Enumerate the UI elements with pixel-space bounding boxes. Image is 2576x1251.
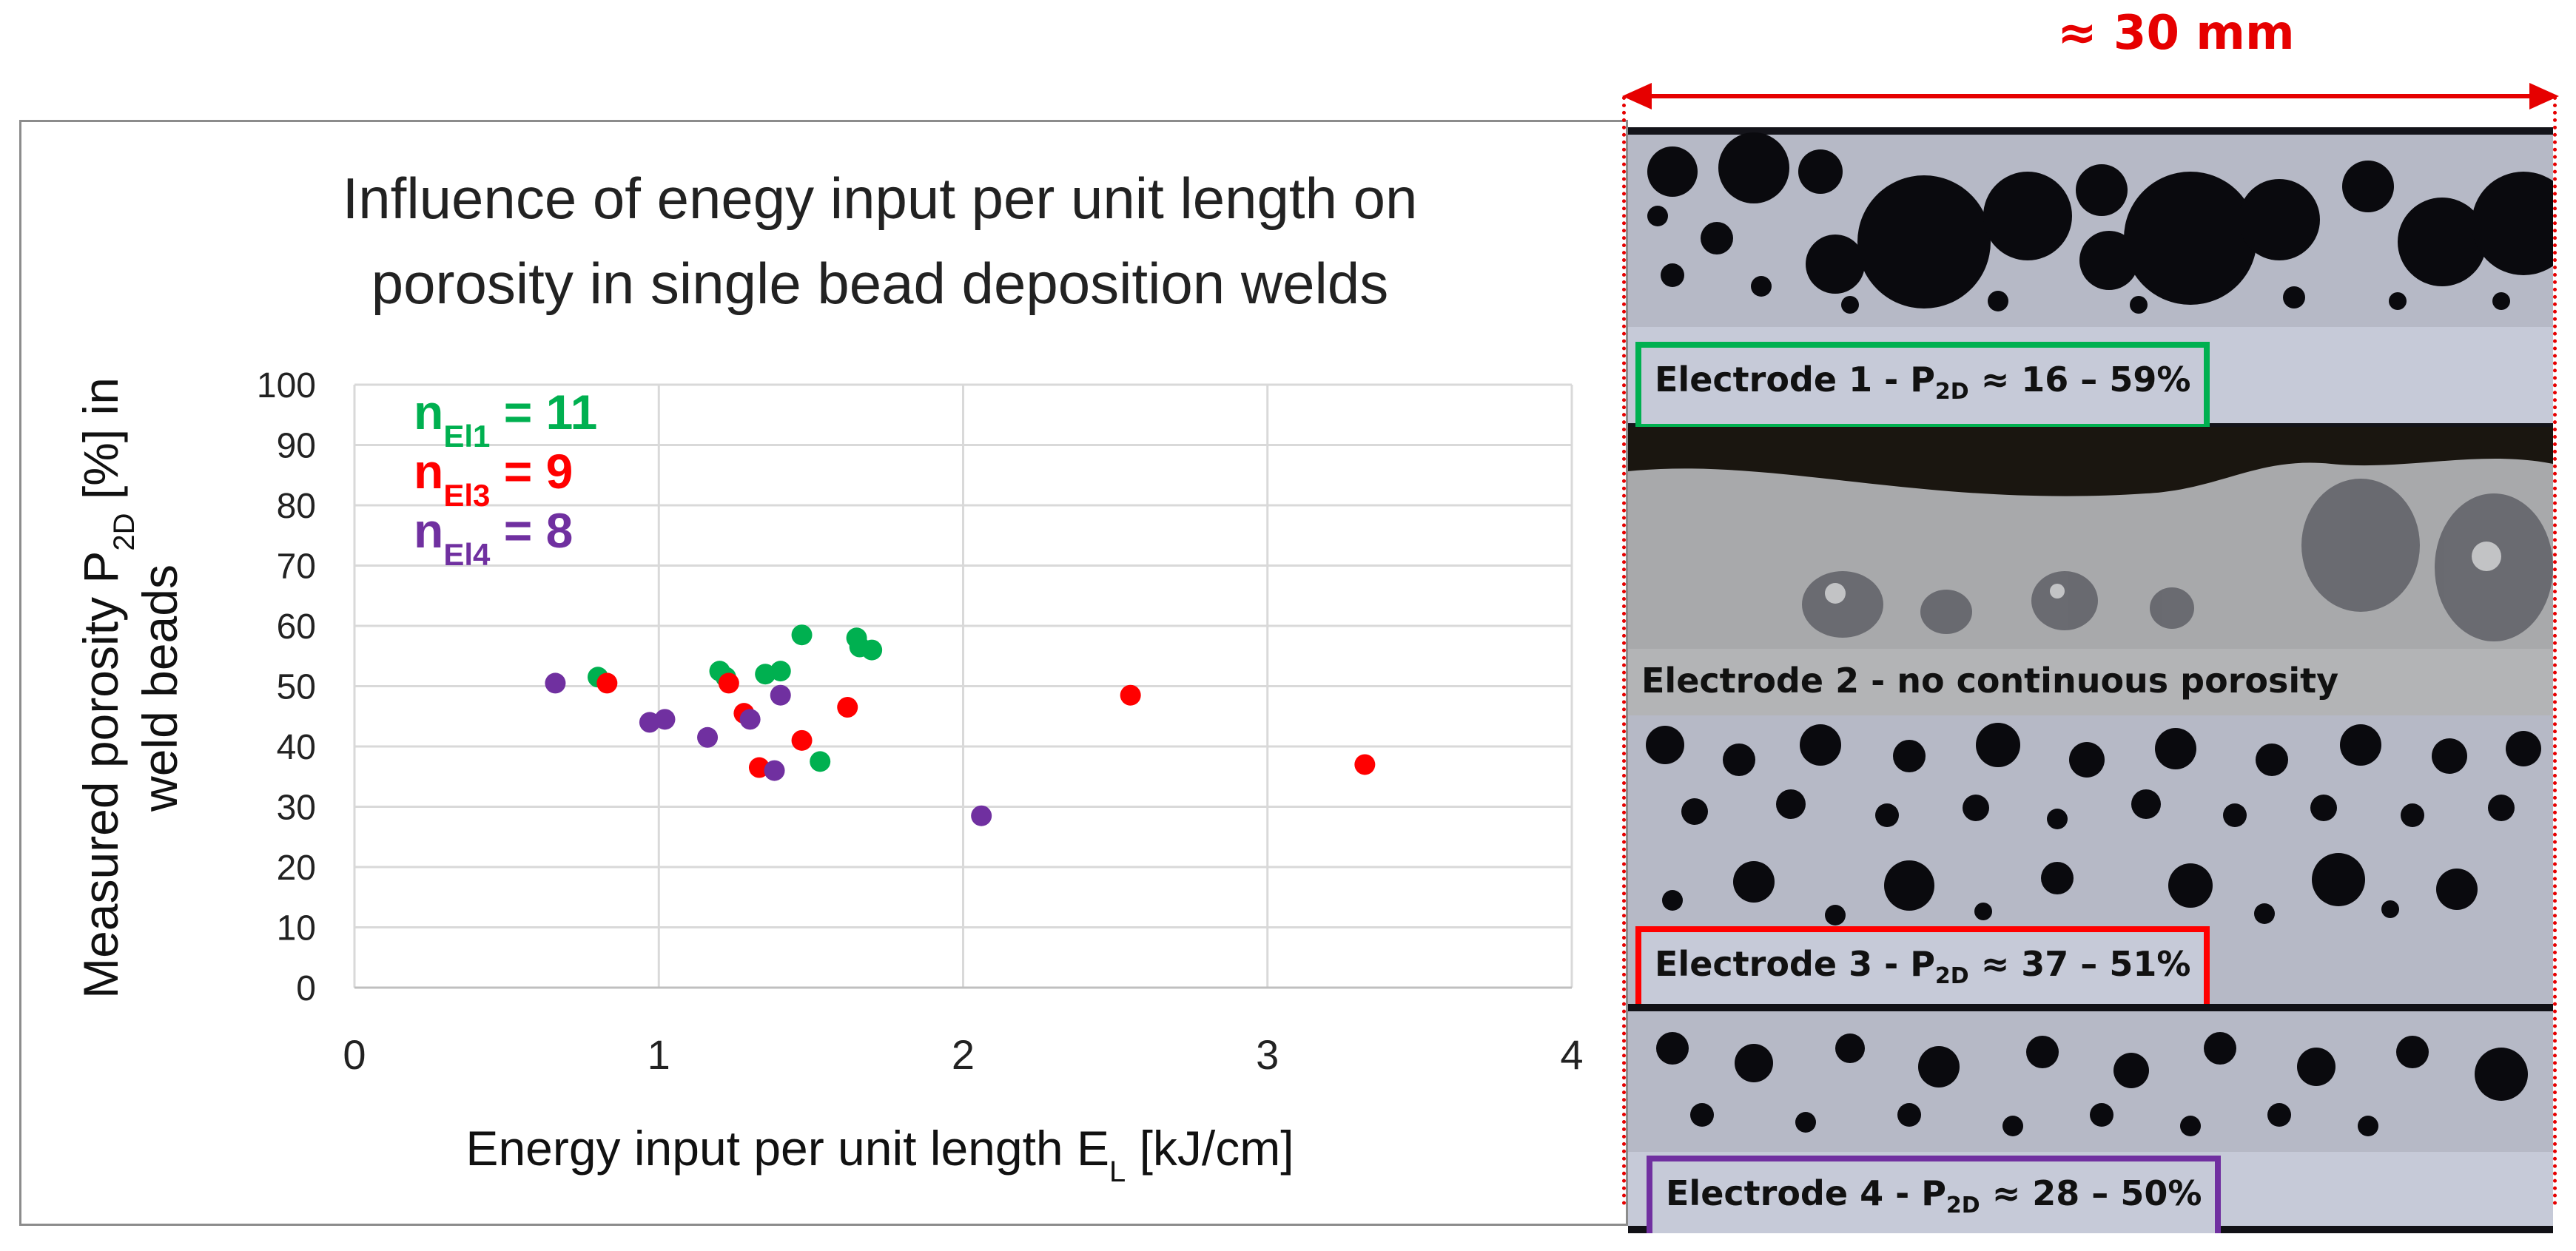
cross-section-2-image [1628,458,2553,715]
y-tick-label: 60 [277,607,316,647]
data-point-el1 [810,751,831,772]
sample-4-label-sub: 2D [1946,1193,1980,1219]
data-point-el4 [739,709,761,730]
count-label-el3: nEl3 = 9 [414,444,573,513]
count-label-el1: nEl1 = 11 [414,385,597,453]
dimension-arrow-left-head [1622,83,1652,109]
data-point-el3 [791,729,813,751]
width-annotation [1621,0,2560,127]
data-point-el3 [596,672,618,694]
data-point-el1 [861,639,883,661]
chart-panel: 0 10 20 30 40 50 60 70 80 90 100 0 1 2 3 4 Influence of … [19,120,1628,1226]
sample-4-label: Electrode 4 - P2D ≈ 28 – 50% [1647,1156,2222,1233]
sample-1-label: Electrode 1 - P2D ≈ 16 – 59% [1635,342,2210,427]
sample-1-label-main: Electrode 1 - P [1655,360,1935,399]
dimension-edge-left [1622,96,1626,1206]
sample-electrode-4: Electrode 4 - P2D ≈ 28 – 50% [1628,1004,2553,1233]
y-tick-label: 90 [277,427,316,466]
sample-2-label: Electrode 2 - no continuous porosity [1628,649,2352,712]
data-point-el4 [971,805,992,826]
data-point-el3 [1354,754,1376,775]
y-tick-label: 80 [277,487,316,526]
sample-3-label-sub: 2D [1934,963,1969,990]
y-tick-label: 10 [277,909,316,948]
sample-2-label-main: Electrode 2 - no continuous porosity [1641,661,2339,701]
data-point-el1 [770,661,791,682]
sample-electrode-2: Electrode 2 - no continuous porosity [1628,427,2553,715]
sample-4-label-tail: ≈ 28 – 50% [1980,1173,2202,1213]
data-point-el1 [791,624,813,646]
data-point-el4 [770,684,791,706]
data-point-el4 [545,672,566,694]
y-tick-label: 30 [277,789,316,828]
sample-4-label-main: Electrode 4 - P [1666,1173,1946,1213]
dimension-edge-right [2553,96,2557,1206]
chart-title-line: Influence of enegy input per unit length… [343,166,1418,231]
x-tick-label: 1 [648,1031,670,1078]
sample-3-label: Electrode 3 - P2D ≈ 37 – 51% [1635,926,2210,1004]
y-tick-label: 100 [257,366,316,405]
data-point-el3 [837,697,858,718]
data-point-el4 [654,709,676,730]
chart-title-line: porosity in single bead deposition welds [371,251,1389,316]
x-tick-label: 3 [1256,1031,1279,1078]
y-axis-label-line-1: Measured porosity P2D [%] in [73,377,141,999]
data-points [545,624,1376,826]
data-point-el4 [764,760,785,781]
count-label-el4: nEl4 = 8 [414,503,573,572]
sample-3-label-main: Electrode 3 - P [1655,944,1935,984]
y-tick-label: 20 [277,849,316,888]
y-tick-label: 0 [296,969,316,1008]
data-point-el3 [718,672,739,694]
y-tick-label: 50 [277,668,316,707]
cross-section-photos: Electrode 1 - P2D ≈ 16 – 59% Electrode 2… [1628,127,2553,1233]
cross-section-3-image [1628,715,2553,1004]
data-point-el4 [697,726,719,748]
sample-1-label-sub: 2D [1934,379,1969,405]
y-tick-label: 70 [277,547,316,587]
scatter-chart: 0 10 20 30 40 50 60 70 80 90 100 0 1 2 3 4 Influence of … [73,166,1584,1188]
x-tick-label: 0 [343,1031,366,1078]
sample-1-label-tail: ≈ 16 – 59% [1968,360,2191,399]
sample-3-label-tail: ≈ 37 – 51% [1968,944,2191,984]
x-tick-label: 4 [1560,1031,1583,1078]
x-tick-label: 2 [952,1031,975,1078]
chart-text: 0 10 20 30 40 50 60 70 80 90 100 0 1 2 3 4 Influence of … [73,166,1584,1188]
dimension-arrow-right-head [2529,83,2559,109]
data-point-el3 [1120,684,1141,706]
y-axis-label-line-2: weld beads [132,564,187,812]
dimension-label: ≈ 30 mm [2057,6,2295,61]
sample-electrode-3: Electrode 3 - P2D ≈ 37 – 51% [1628,715,2553,1004]
x-axis-label: Energy input per unit length EL [kJ/cm] [465,1121,1294,1188]
sample-electrode-1: Electrode 1 - P2D ≈ 16 – 59% [1628,127,2553,427]
y-tick-label: 40 [277,728,316,767]
